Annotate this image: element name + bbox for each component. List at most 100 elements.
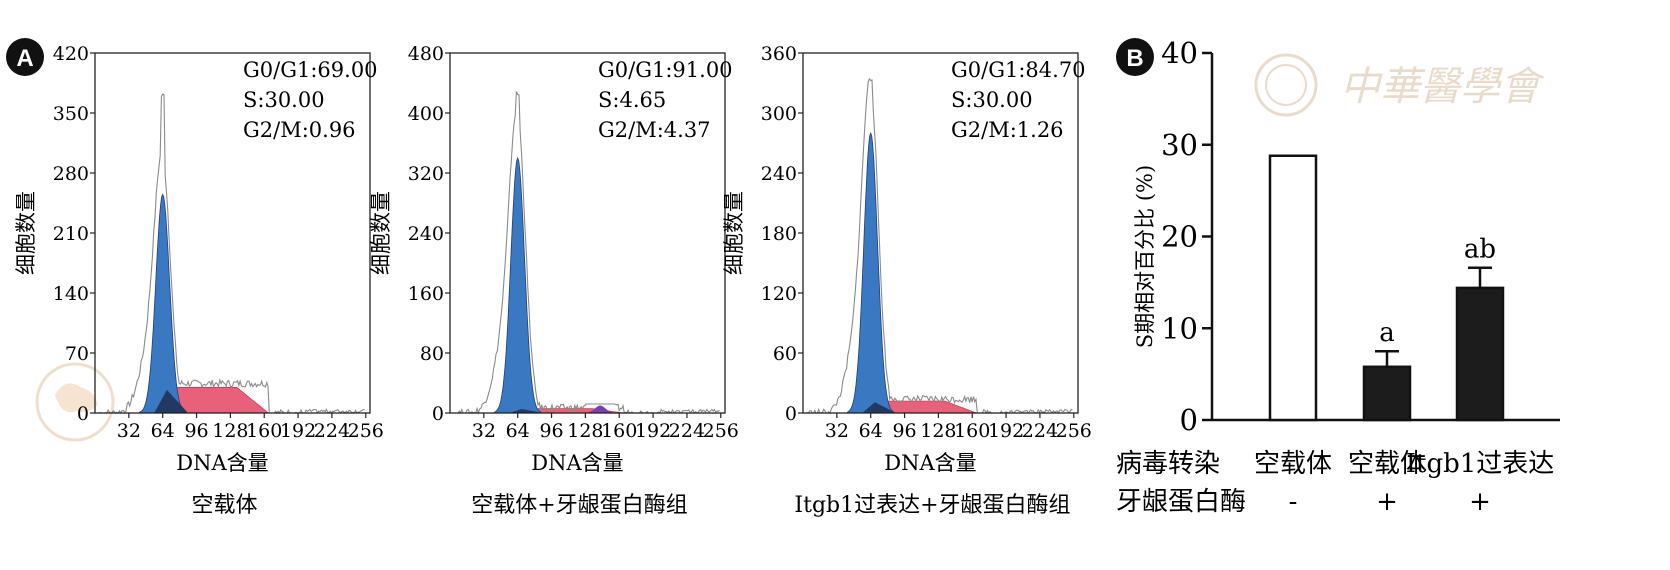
treatment-mark-3: +	[1469, 487, 1491, 517]
x-tick-label: 96	[539, 420, 563, 442]
x-tick-label: 192	[635, 420, 671, 442]
histogram-caption: 空载体+牙龈蛋白酶组	[471, 493, 687, 518]
y-tick-label: 280	[53, 163, 89, 185]
x-tick-label: 224	[669, 420, 705, 442]
panel-a-badge: A	[6, 38, 44, 76]
bar-y-tick-label: 30	[1161, 128, 1198, 162]
y-tick-label: 60	[773, 343, 797, 365]
debris-area	[862, 402, 897, 413]
x-tick-label: 64	[859, 420, 883, 442]
x-tick-label: 224	[1022, 420, 1058, 442]
bar-y-axis-label: S期相对百分比 (%)	[1133, 165, 1157, 348]
histogram-caption: 空载体	[191, 493, 257, 518]
significance-label-2: a	[1379, 318, 1395, 348]
watermark-text: 中華醫學會	[1340, 64, 1545, 110]
annotation-s: S:30.00	[951, 88, 1033, 112]
y-tick-label: 0	[785, 403, 797, 425]
y-tick-label: 300	[761, 103, 797, 125]
y-axis: 0 80 160 240 320 400 480	[408, 43, 450, 425]
y-tick-label: 480	[408, 43, 444, 65]
x-tick-label: 160	[246, 420, 282, 442]
bar-2	[1362, 365, 1412, 422]
group-label-empty-vector: 空载体	[1254, 449, 1332, 479]
significance-label-3: ab	[1464, 235, 1496, 265]
plot-frame	[449, 52, 726, 414]
y-axis-label: 细胞数量	[722, 191, 746, 275]
y-tick-label: 210	[53, 223, 89, 245]
x-tick-label: 32	[825, 420, 849, 442]
bar-1	[1268, 154, 1318, 422]
x-tick-label: 256	[703, 420, 739, 442]
x-tick-label: 128	[567, 420, 603, 442]
x-tick-label: 32	[117, 420, 141, 442]
plot-frame	[94, 52, 371, 414]
annotation-s: S:4.65	[598, 88, 666, 112]
debris-area	[509, 408, 544, 413]
x-tick-label: 96	[892, 420, 916, 442]
bar-y-tick-label: 20	[1161, 220, 1198, 254]
annotation-g0g1: G0/G1:91.00	[598, 58, 733, 82]
histogram-caption: Itgb1过表达+牙龈蛋白酶组	[794, 493, 1070, 518]
x-tick-label: 64	[151, 420, 175, 442]
y-tick-label: 400	[408, 103, 444, 125]
bar-y-tick-label: 40	[1161, 36, 1198, 70]
g1-peak-area	[846, 131, 895, 414]
x-tick-label: 256	[1056, 420, 1092, 442]
row-label-virus: 病毒转染	[1116, 449, 1220, 479]
y-tick-label: 240	[408, 223, 444, 245]
watermark-logo	[35, 362, 115, 442]
bar-y-tick-label: 10	[1161, 311, 1198, 345]
panel-b-badge: B	[1116, 38, 1154, 76]
row-label-gingipain: 牙龈蛋白酶	[1116, 487, 1246, 517]
x-tick-label: 224	[314, 420, 350, 442]
s-phase-area	[874, 400, 977, 414]
y-tick-label: 120	[761, 283, 797, 305]
annotation-g2m: G2/M:1.26	[951, 118, 1064, 142]
y-tick-label: 180	[761, 223, 797, 245]
histogram-curves	[454, 91, 720, 415]
y-axis: 0 70 140 210 280 350 420	[53, 43, 95, 425]
g1-peak-area	[138, 193, 187, 414]
x-tick-label: 64	[506, 420, 530, 442]
panel-a-badge-text: A	[16, 45, 33, 72]
x-tick-label: 192	[988, 420, 1024, 442]
annotation-s: S:30.00	[243, 88, 325, 112]
y-tick-label: 140	[53, 283, 89, 305]
y-tick-label: 350	[53, 103, 89, 125]
x-tick-label: 128	[920, 420, 956, 442]
y-tick-label: 80	[420, 343, 444, 365]
debris-area	[154, 389, 189, 413]
bar-y-tick-label: 0	[1180, 403, 1198, 437]
group-label-itgb1: Itgb1过表达	[1406, 449, 1555, 479]
x-tick-label: 32	[472, 420, 496, 442]
plot-frame	[802, 52, 1079, 414]
x-tick-label: 96	[184, 420, 208, 442]
histogram-itgb1-gingipain: 0 60 120 180 240 300 360 32 64 96 128160192224256…	[722, 43, 1092, 518]
treatment-mark-1: -	[1289, 487, 1298, 517]
y-tick-label: 420	[53, 43, 89, 65]
y-tick-label: 160	[408, 283, 444, 305]
x-tick-label: 256	[348, 420, 384, 442]
x-axis-label: DNA含量	[884, 451, 976, 475]
y-axis-label: 细胞数量	[369, 191, 393, 275]
g1-peak-area	[493, 156, 542, 414]
treatment-table: 病毒转染 牙龈蛋白酶 空载体 空载体 Itgb1过表达 - + +	[1116, 449, 1554, 517]
y-tick-label: 360	[761, 43, 797, 65]
raw-histogram-line	[99, 93, 365, 415]
annotation-g2m: G2/M:4.37	[598, 118, 711, 142]
y-tick-label: 320	[408, 163, 444, 185]
watermark-logo: 中華醫學會	[1254, 53, 1545, 117]
x-tick-label: 192	[280, 420, 316, 442]
x-tick-label: 160	[601, 420, 637, 442]
y-tick-label: 0	[432, 403, 444, 425]
y-tick-label: 240	[761, 163, 797, 185]
annotation-g0g1: G0/G1:69.00	[243, 58, 378, 82]
x-axis-label: DNA含量	[176, 451, 268, 475]
histogram-empty-vector: 0 70 140 210 280 350 420 32 64 96 128160192224256…	[14, 43, 384, 518]
panel-b-badge-text: B	[1126, 45, 1143, 72]
